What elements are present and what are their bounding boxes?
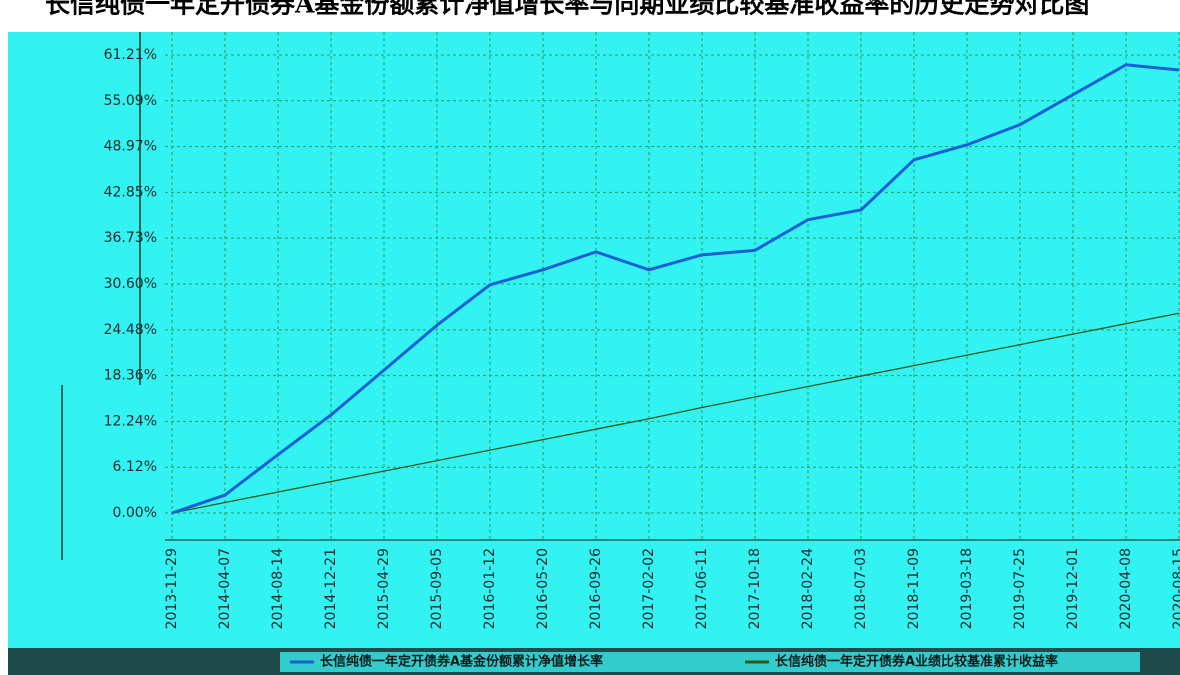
x-tick-label: 2015-04-29	[376, 548, 392, 629]
y-tick-label: 55.09%	[104, 93, 157, 109]
y-tick-label: 24.48%	[104, 322, 157, 338]
legend-label: 长信纯债一年定开债券A业绩比较基准累计收益率	[775, 654, 1058, 670]
chart-title: 长信纯债一年定开债券A基金份额累计净值增长率与同期业绩比较基准收益率的历史走势对…	[45, 0, 1089, 19]
x-tick-label: 2014-04-07	[217, 548, 233, 629]
x-tick-label: 2018-02-24	[800, 548, 816, 629]
x-tick-label: 2018-11-09	[906, 548, 922, 629]
x-tick-label: 2019-03-18	[959, 548, 975, 629]
x-tick-label: 2018-07-03	[853, 548, 869, 629]
x-tick-label: 2017-02-02	[641, 548, 657, 629]
legend-box	[280, 652, 1140, 672]
x-tick-label: 2016-05-20	[535, 548, 551, 629]
x-tick-label: 2020-08-15	[1171, 548, 1180, 629]
x-tick-label: 2017-10-18	[747, 548, 763, 629]
x-tick-label: 2014-12-21	[323, 548, 339, 629]
series-line	[171, 63, 1180, 515]
y-tick-label: 36.73%	[104, 230, 157, 246]
y-tick-label: 6.12%	[113, 459, 157, 475]
series-line	[171, 312, 1180, 514]
x-tick-label: 2019-12-01	[1065, 548, 1081, 629]
x-tick-label: 2014-08-14	[270, 548, 286, 629]
x-tick-label: 2016-09-26	[588, 548, 604, 629]
x-tick-label: 2016-01-12	[482, 548, 498, 629]
legend-label: 长信纯债一年定开债券A基金份额累计净值增长率	[320, 654, 603, 670]
y-tick-label: 42.85%	[104, 184, 157, 200]
x-tick-label: 2017-06-11	[694, 548, 710, 629]
y-tick-label: 18.36%	[104, 368, 157, 384]
x-tick-label: 2013-11-29	[164, 548, 180, 629]
y-tick-label: 12.24%	[104, 413, 157, 429]
x-tick-label: 2015-09-05	[429, 548, 445, 629]
y-tick-label: 48.97%	[104, 139, 157, 155]
plot-background	[8, 32, 1180, 648]
y-tick-label: 61.21%	[104, 47, 157, 63]
y-tick-label: 0.00%	[113, 505, 157, 521]
x-tick-label: 2020-04-08	[1118, 548, 1134, 629]
x-tick-label: 2019-07-25	[1012, 548, 1028, 629]
y-tick-label: 30.60%	[104, 276, 157, 292]
